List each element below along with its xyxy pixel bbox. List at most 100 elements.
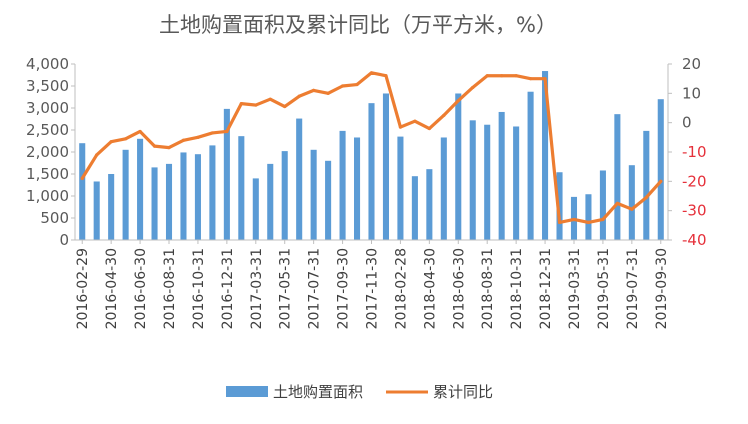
bar <box>484 124 491 240</box>
chart-title: 土地购置面积及累计同比（万平方米，%） <box>159 13 557 37</box>
line-point <box>355 82 359 87</box>
bar <box>368 103 375 240</box>
x-tick-label: 2018-08-31 <box>480 248 496 329</box>
left-tick-label: 1,000 <box>26 187 69 205</box>
legend-label-line: 累计同比 <box>433 383 493 401</box>
bar <box>469 120 476 240</box>
bar <box>223 108 230 240</box>
line-point <box>442 113 446 117</box>
left-tick-label: 4,000 <box>26 55 69 73</box>
bar <box>411 176 418 240</box>
line-series <box>80 71 663 224</box>
left-tick-label: 2,000 <box>26 143 69 161</box>
bar <box>296 118 303 240</box>
line-point <box>427 126 431 131</box>
x-tick-label: 2018-06-30 <box>451 248 467 329</box>
line-point <box>326 91 330 95</box>
line-point <box>384 74 388 78</box>
line-point <box>572 217 576 222</box>
bar <box>455 93 462 240</box>
bar <box>628 165 635 240</box>
left-tick-label: 3,000 <box>26 99 69 117</box>
x-tick-label: 2016-02-29 <box>75 248 91 329</box>
line-point <box>456 99 460 103</box>
line-point <box>312 88 316 92</box>
bar <box>556 172 563 240</box>
line-point <box>601 217 605 222</box>
bar <box>657 99 664 240</box>
line-point <box>167 146 171 150</box>
line-point <box>630 207 634 211</box>
x-tick-label: 2016-04-30 <box>104 248 120 329</box>
bar <box>238 136 245 240</box>
x-tick-label: 2019-07-31 <box>625 248 641 329</box>
right-tick-label: -20 <box>682 172 707 190</box>
bar <box>93 181 100 240</box>
bar-series <box>79 71 664 241</box>
bar <box>599 170 606 240</box>
line-point <box>514 74 518 78</box>
line-point <box>268 97 272 101</box>
line-point <box>210 131 214 135</box>
right-tick-label: -10 <box>682 143 707 161</box>
line-point <box>644 195 648 200</box>
x-tick-label: 2019-05-31 <box>596 248 612 329</box>
left-tick-label: 500 <box>40 209 69 227</box>
bar <box>585 194 592 240</box>
line-point <box>557 220 562 224</box>
right-tick-label: 10 <box>682 84 701 102</box>
bar <box>165 163 173 240</box>
right-tick-label: 20 <box>682 55 701 73</box>
bar <box>643 130 650 240</box>
x-tick-label: 2017-03-31 <box>249 248 265 329</box>
line-point <box>196 135 200 139</box>
line-point <box>471 85 475 90</box>
bar <box>194 154 201 240</box>
line-point <box>283 104 287 109</box>
line-point <box>485 74 489 78</box>
bar <box>382 93 389 240</box>
bar <box>440 137 447 240</box>
right-tick-label: 0 <box>682 114 692 132</box>
line-point <box>615 201 619 205</box>
bar <box>281 151 288 240</box>
bar <box>498 111 505 241</box>
line-point <box>500 74 504 78</box>
bar <box>252 178 259 240</box>
line-point <box>239 102 243 106</box>
bar <box>354 137 361 240</box>
line-point <box>124 137 128 141</box>
x-tick-label: 2016-10-31 <box>191 248 207 329</box>
x-tick-label: 2018-04-30 <box>422 248 438 329</box>
bar <box>267 163 274 240</box>
line-point <box>369 71 374 75</box>
bar <box>137 138 144 240</box>
x-tick-label: 2018-10-31 <box>509 248 525 329</box>
line-point <box>586 220 591 224</box>
bar <box>614 114 621 240</box>
left-axis: 0 500 1,000 1,500 2,000 2,500 3,000 3,500 4,000 <box>26 55 75 249</box>
bar <box>339 130 346 240</box>
bar <box>122 149 129 240</box>
line-point <box>138 129 142 134</box>
line-point <box>659 179 663 183</box>
x-tick-label: 2018-12-31 <box>538 248 554 329</box>
right-axis: -40 -30 -20 -10 0 10 20 <box>668 55 707 249</box>
line-point <box>254 103 258 107</box>
line-point <box>152 144 157 148</box>
line-point <box>225 129 229 134</box>
line-point <box>340 84 345 88</box>
x-tick-label: 2017-09-30 <box>336 248 352 329</box>
bar <box>426 169 433 240</box>
bar <box>151 167 158 240</box>
bar <box>397 136 404 240</box>
line-point <box>529 77 533 81</box>
right-tick-label: -40 <box>682 231 707 249</box>
left-tick-label: 1,500 <box>26 165 69 183</box>
bar <box>325 160 332 240</box>
x-axis: 2016-02-29 2016-04-30 2016-06-30 2016-08-31… <box>75 240 670 329</box>
bar <box>108 174 115 240</box>
right-tick-label: -30 <box>682 202 707 220</box>
x-tick-label: 2019-09-30 <box>654 248 670 329</box>
